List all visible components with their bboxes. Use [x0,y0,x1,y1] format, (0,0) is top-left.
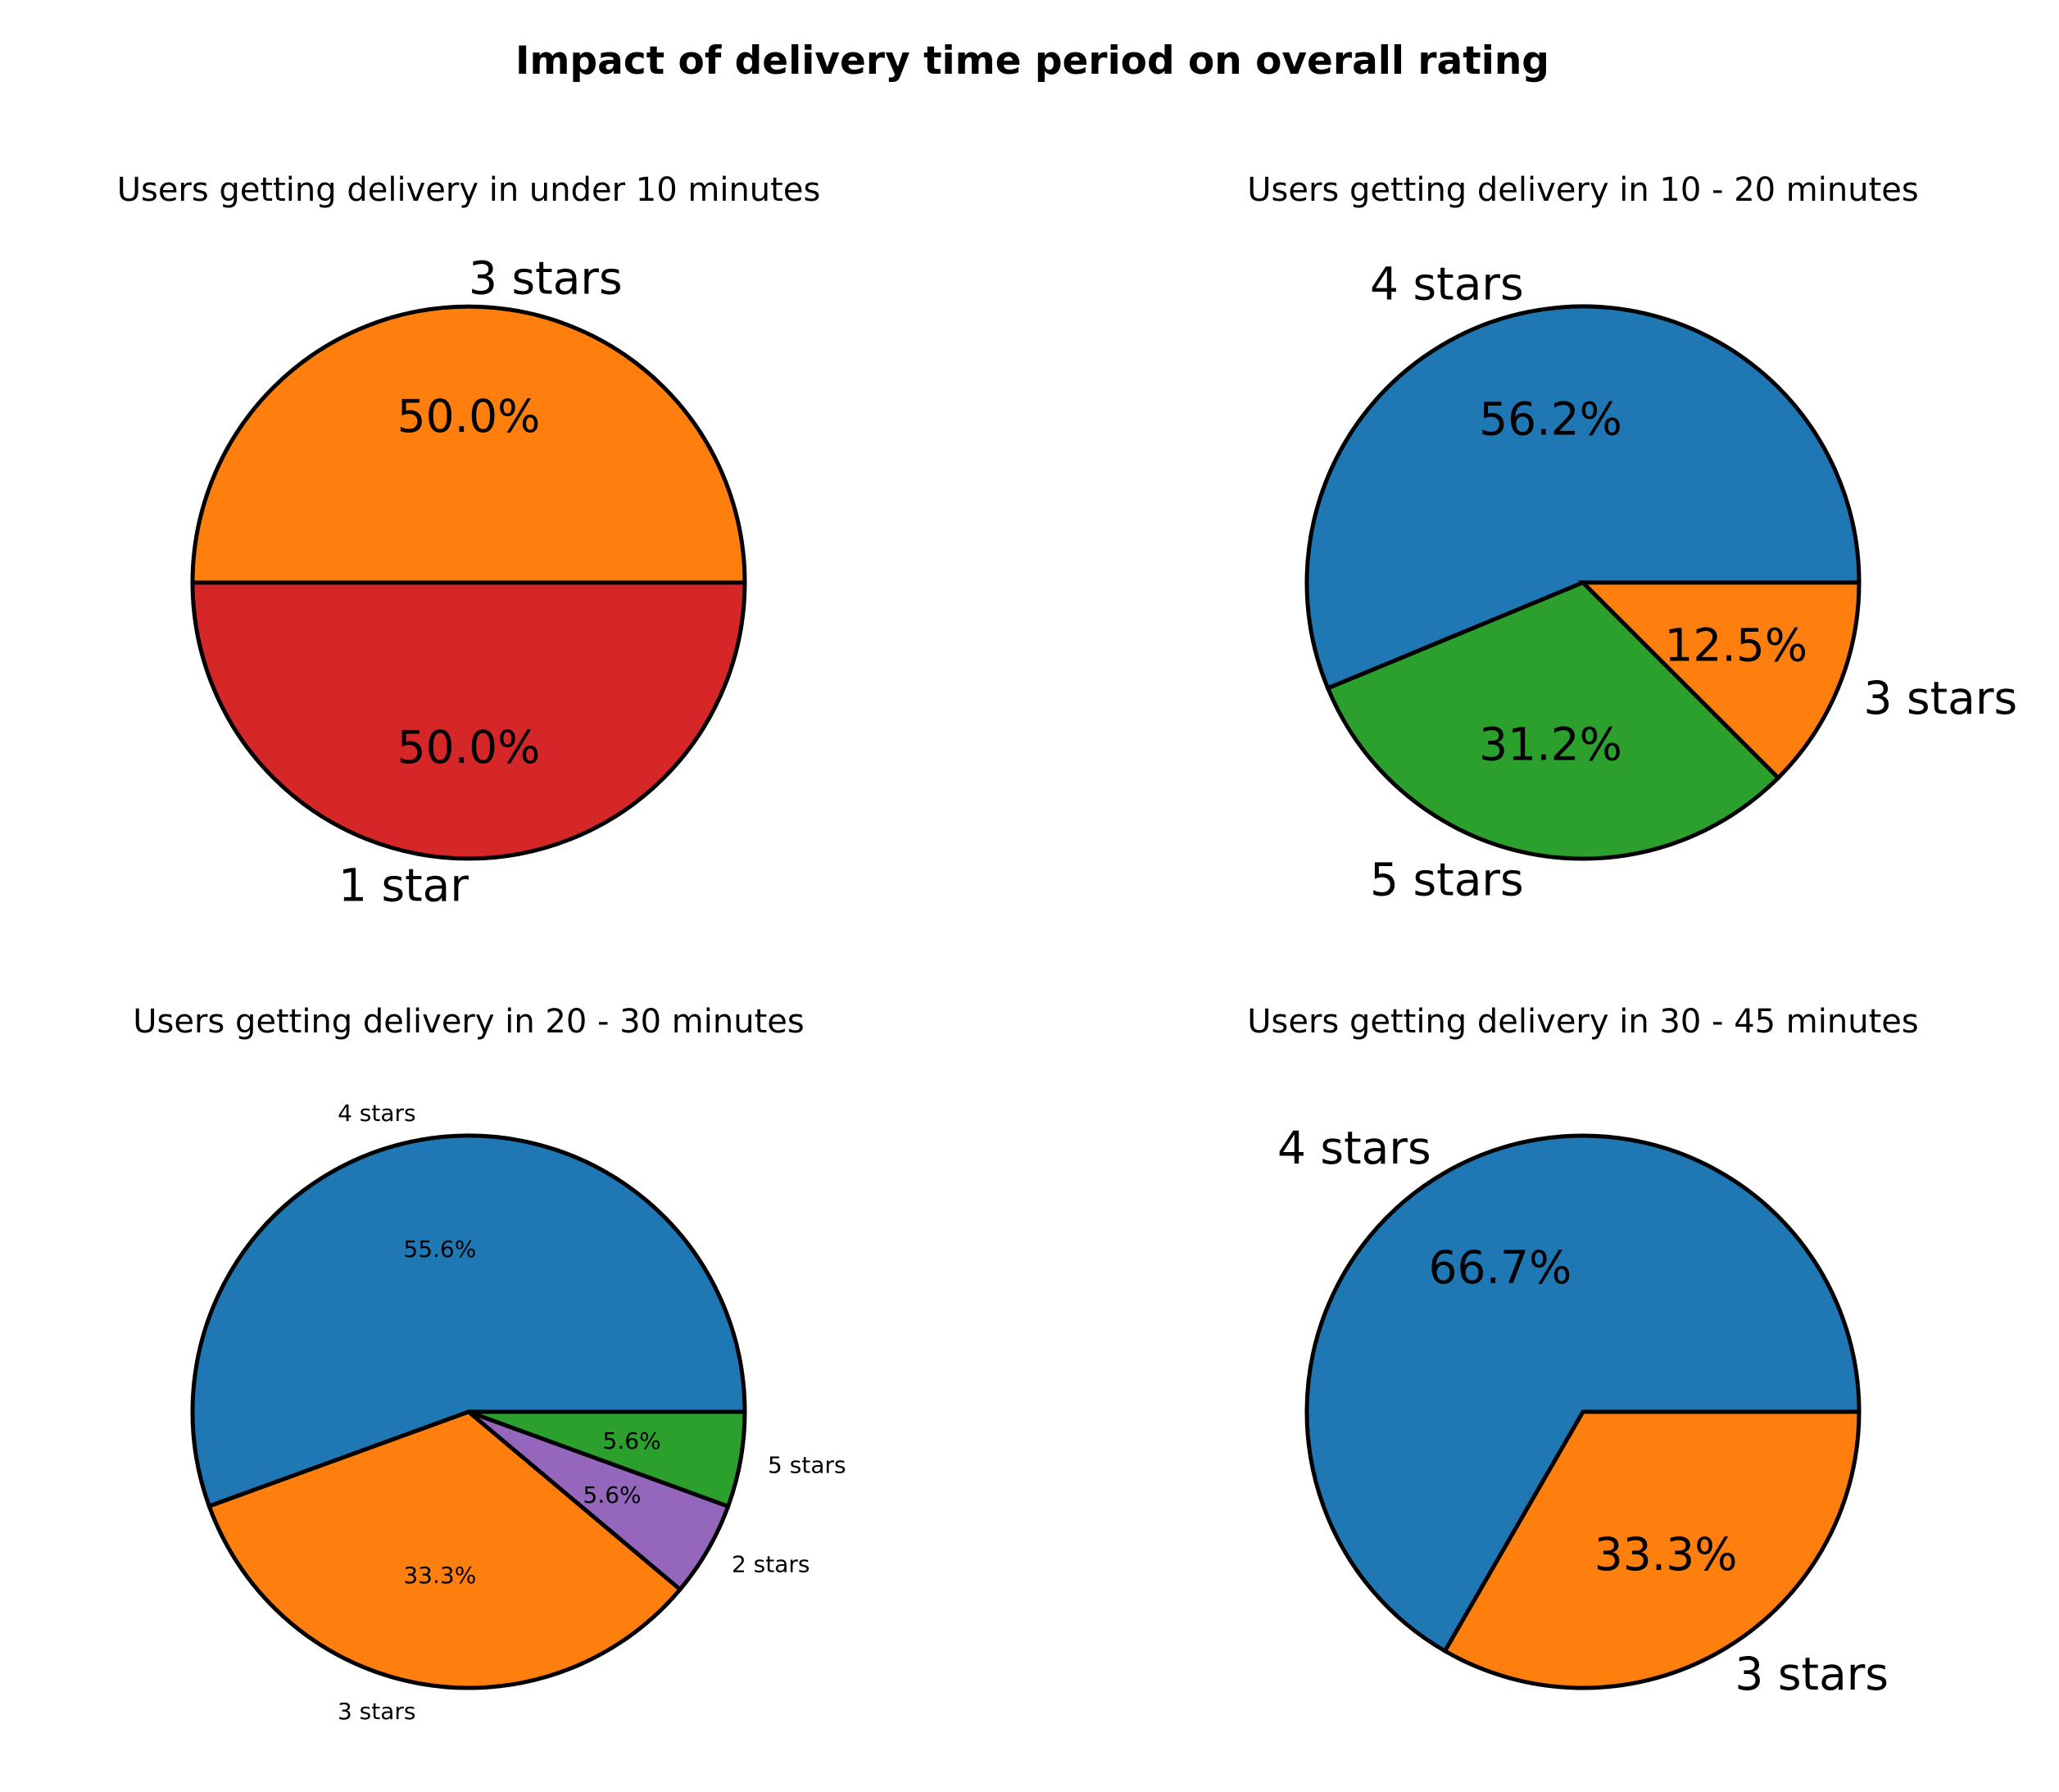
pie-panel-1: Users getting delivery in under 10 minut… [117,171,821,912]
pie-category-label: 3 stars [338,1698,416,1725]
pie-title: Users getting delivery in 20 - 30 minute… [133,1003,804,1041]
pie-slice-3-stars [1577,580,1862,781]
pie-category-label: 5 stars [1370,854,1524,906]
pie-panel-2: Users getting delivery in 10 - 20 minute… [1247,171,2017,906]
pie-category-label: 1 star [338,860,469,912]
pie-pct-label: 55.6% [403,1236,476,1263]
pie-category-label: 3 stars [469,252,623,304]
pie-title: Users getting delivery in under 10 minut… [117,171,821,209]
pie-category-label: 2 stars [732,1550,810,1577]
pie-slice-1-star [190,580,747,861]
pie-category-label: 3 stars [1735,1648,1889,1700]
pie-slice-3-stars [206,1409,683,1690]
figure-title: Impact of delivery time period on overal… [515,39,1549,84]
pie-title: Users getting delivery in 10 - 20 minute… [1247,171,1918,209]
pie-slice-3-stars [1442,1409,1862,1690]
pie-pct-label: 33.3% [1594,1528,1738,1581]
pie-pct-label: 66.7% [1429,1241,1572,1294]
pie-pct-label: 5.6% [583,1481,642,1508]
pie-slice-4-stars [1304,304,1862,692]
pie-category-label: 5 stars [768,1451,846,1478]
pie-pct-label: 12.5% [1664,619,1807,671]
pie-pct-label: 56.2% [1479,393,1622,446]
pie-slice-5-stars [1325,580,1781,861]
pie-pct-label: 5.6% [603,1427,661,1454]
pie-pct-label: 33.3% [403,1562,476,1589]
pie-category-label: 4 stars [1277,1122,1431,1174]
pie-slice-5-stars [468,1409,747,1509]
pie-slice-3-stars [190,304,747,585]
pie-slice-4-stars [1304,1133,1862,1654]
pie-category-label: 4 stars [1370,257,1524,310]
pie-pct-label: 50.0% [397,390,541,442]
pie-category-label: 4 stars [338,1100,416,1127]
pie-panel-3: Users getting delivery in 20 - 30 minute… [133,1003,846,1725]
pie-pct-label: 31.2% [1479,718,1622,770]
pie-pct-label: 50.0% [397,721,541,774]
pie-category-label: 3 stars [1863,672,2017,724]
pie-title: Users getting delivery in 30 - 45 minute… [1247,1003,1918,1041]
pie-slice-4-stars [190,1133,747,1509]
pie-panel-4: Users getting delivery in 30 - 45 minute… [1247,1003,1918,1700]
